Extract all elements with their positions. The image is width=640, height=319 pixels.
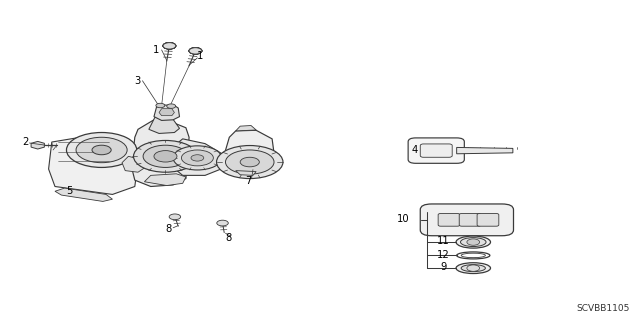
Circle shape (167, 104, 175, 108)
Circle shape (154, 151, 177, 162)
Circle shape (181, 150, 213, 166)
Text: 8: 8 (165, 224, 171, 234)
Text: SCVBB1105: SCVBB1105 (577, 304, 630, 313)
Circle shape (189, 48, 202, 54)
Circle shape (163, 43, 176, 49)
Text: 1: 1 (196, 51, 203, 61)
Circle shape (189, 48, 202, 54)
Ellipse shape (456, 263, 490, 273)
Ellipse shape (461, 265, 485, 271)
Polygon shape (122, 156, 148, 172)
Circle shape (143, 145, 188, 167)
Circle shape (163, 43, 176, 49)
Circle shape (189, 48, 202, 54)
Text: 12: 12 (437, 250, 450, 260)
Text: 5: 5 (67, 186, 73, 196)
FancyBboxPatch shape (438, 213, 460, 226)
FancyBboxPatch shape (420, 144, 452, 157)
Ellipse shape (461, 238, 486, 247)
Text: 8: 8 (225, 233, 231, 243)
Circle shape (189, 48, 202, 54)
Text: 10: 10 (397, 214, 410, 224)
Circle shape (163, 43, 176, 49)
Circle shape (240, 157, 259, 167)
Circle shape (216, 145, 283, 179)
Circle shape (134, 140, 197, 172)
FancyBboxPatch shape (408, 138, 465, 163)
Circle shape (163, 43, 176, 49)
Polygon shape (457, 147, 513, 154)
Polygon shape (49, 134, 138, 195)
Circle shape (67, 132, 137, 167)
Polygon shape (236, 125, 256, 131)
Polygon shape (224, 130, 274, 172)
Polygon shape (149, 117, 179, 133)
Text: 7: 7 (245, 176, 252, 186)
Circle shape (163, 43, 176, 49)
Circle shape (191, 155, 204, 161)
Text: 2: 2 (22, 137, 28, 147)
Circle shape (189, 48, 202, 54)
Text: 4: 4 (412, 145, 418, 155)
FancyBboxPatch shape (460, 213, 481, 226)
Circle shape (169, 214, 180, 220)
Circle shape (163, 43, 176, 49)
Circle shape (225, 150, 274, 174)
Polygon shape (55, 188, 113, 201)
Circle shape (189, 48, 202, 54)
Circle shape (156, 103, 165, 108)
Polygon shape (173, 139, 221, 175)
Polygon shape (159, 109, 174, 116)
Text: 1: 1 (153, 45, 159, 55)
Circle shape (189, 48, 202, 54)
Text: 9: 9 (440, 263, 447, 272)
Circle shape (163, 43, 176, 49)
Ellipse shape (456, 236, 490, 248)
Circle shape (92, 145, 111, 155)
FancyBboxPatch shape (420, 204, 513, 236)
Circle shape (217, 220, 228, 226)
Circle shape (467, 265, 479, 271)
Circle shape (76, 137, 127, 163)
Polygon shape (154, 105, 179, 121)
FancyBboxPatch shape (477, 213, 499, 226)
Polygon shape (145, 174, 186, 186)
Circle shape (173, 146, 221, 170)
Text: 3: 3 (134, 76, 141, 86)
Polygon shape (132, 120, 189, 187)
Polygon shape (31, 141, 44, 149)
Text: 11: 11 (437, 236, 450, 247)
Circle shape (467, 239, 479, 245)
Polygon shape (236, 171, 256, 175)
